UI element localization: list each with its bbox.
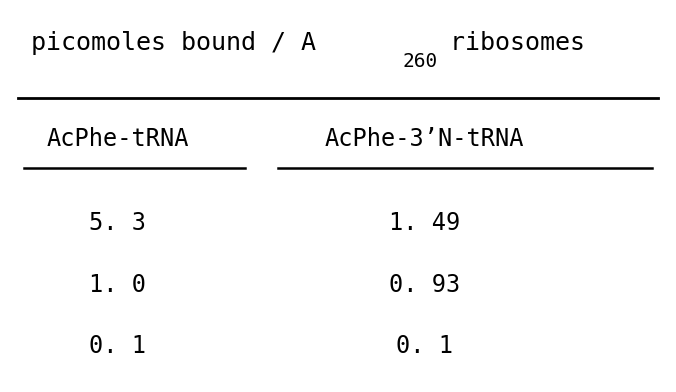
Text: ribosomes: ribosomes: [435, 31, 585, 55]
Text: AcPhe-tRNA: AcPhe-tRNA: [47, 127, 189, 151]
Text: 1. 49: 1. 49: [389, 211, 460, 235]
Text: 0. 1: 0. 1: [89, 334, 146, 358]
Text: 1. 0: 1. 0: [89, 273, 146, 297]
Text: 0. 93: 0. 93: [389, 273, 460, 297]
Text: 0. 1: 0. 1: [396, 334, 454, 358]
Text: picomoles bound / A: picomoles bound / A: [31, 31, 316, 55]
Text: AcPhe-3’N-tRNA: AcPhe-3’N-tRNA: [325, 127, 525, 151]
Text: 5. 3: 5. 3: [89, 211, 146, 235]
Text: 260: 260: [403, 52, 438, 71]
